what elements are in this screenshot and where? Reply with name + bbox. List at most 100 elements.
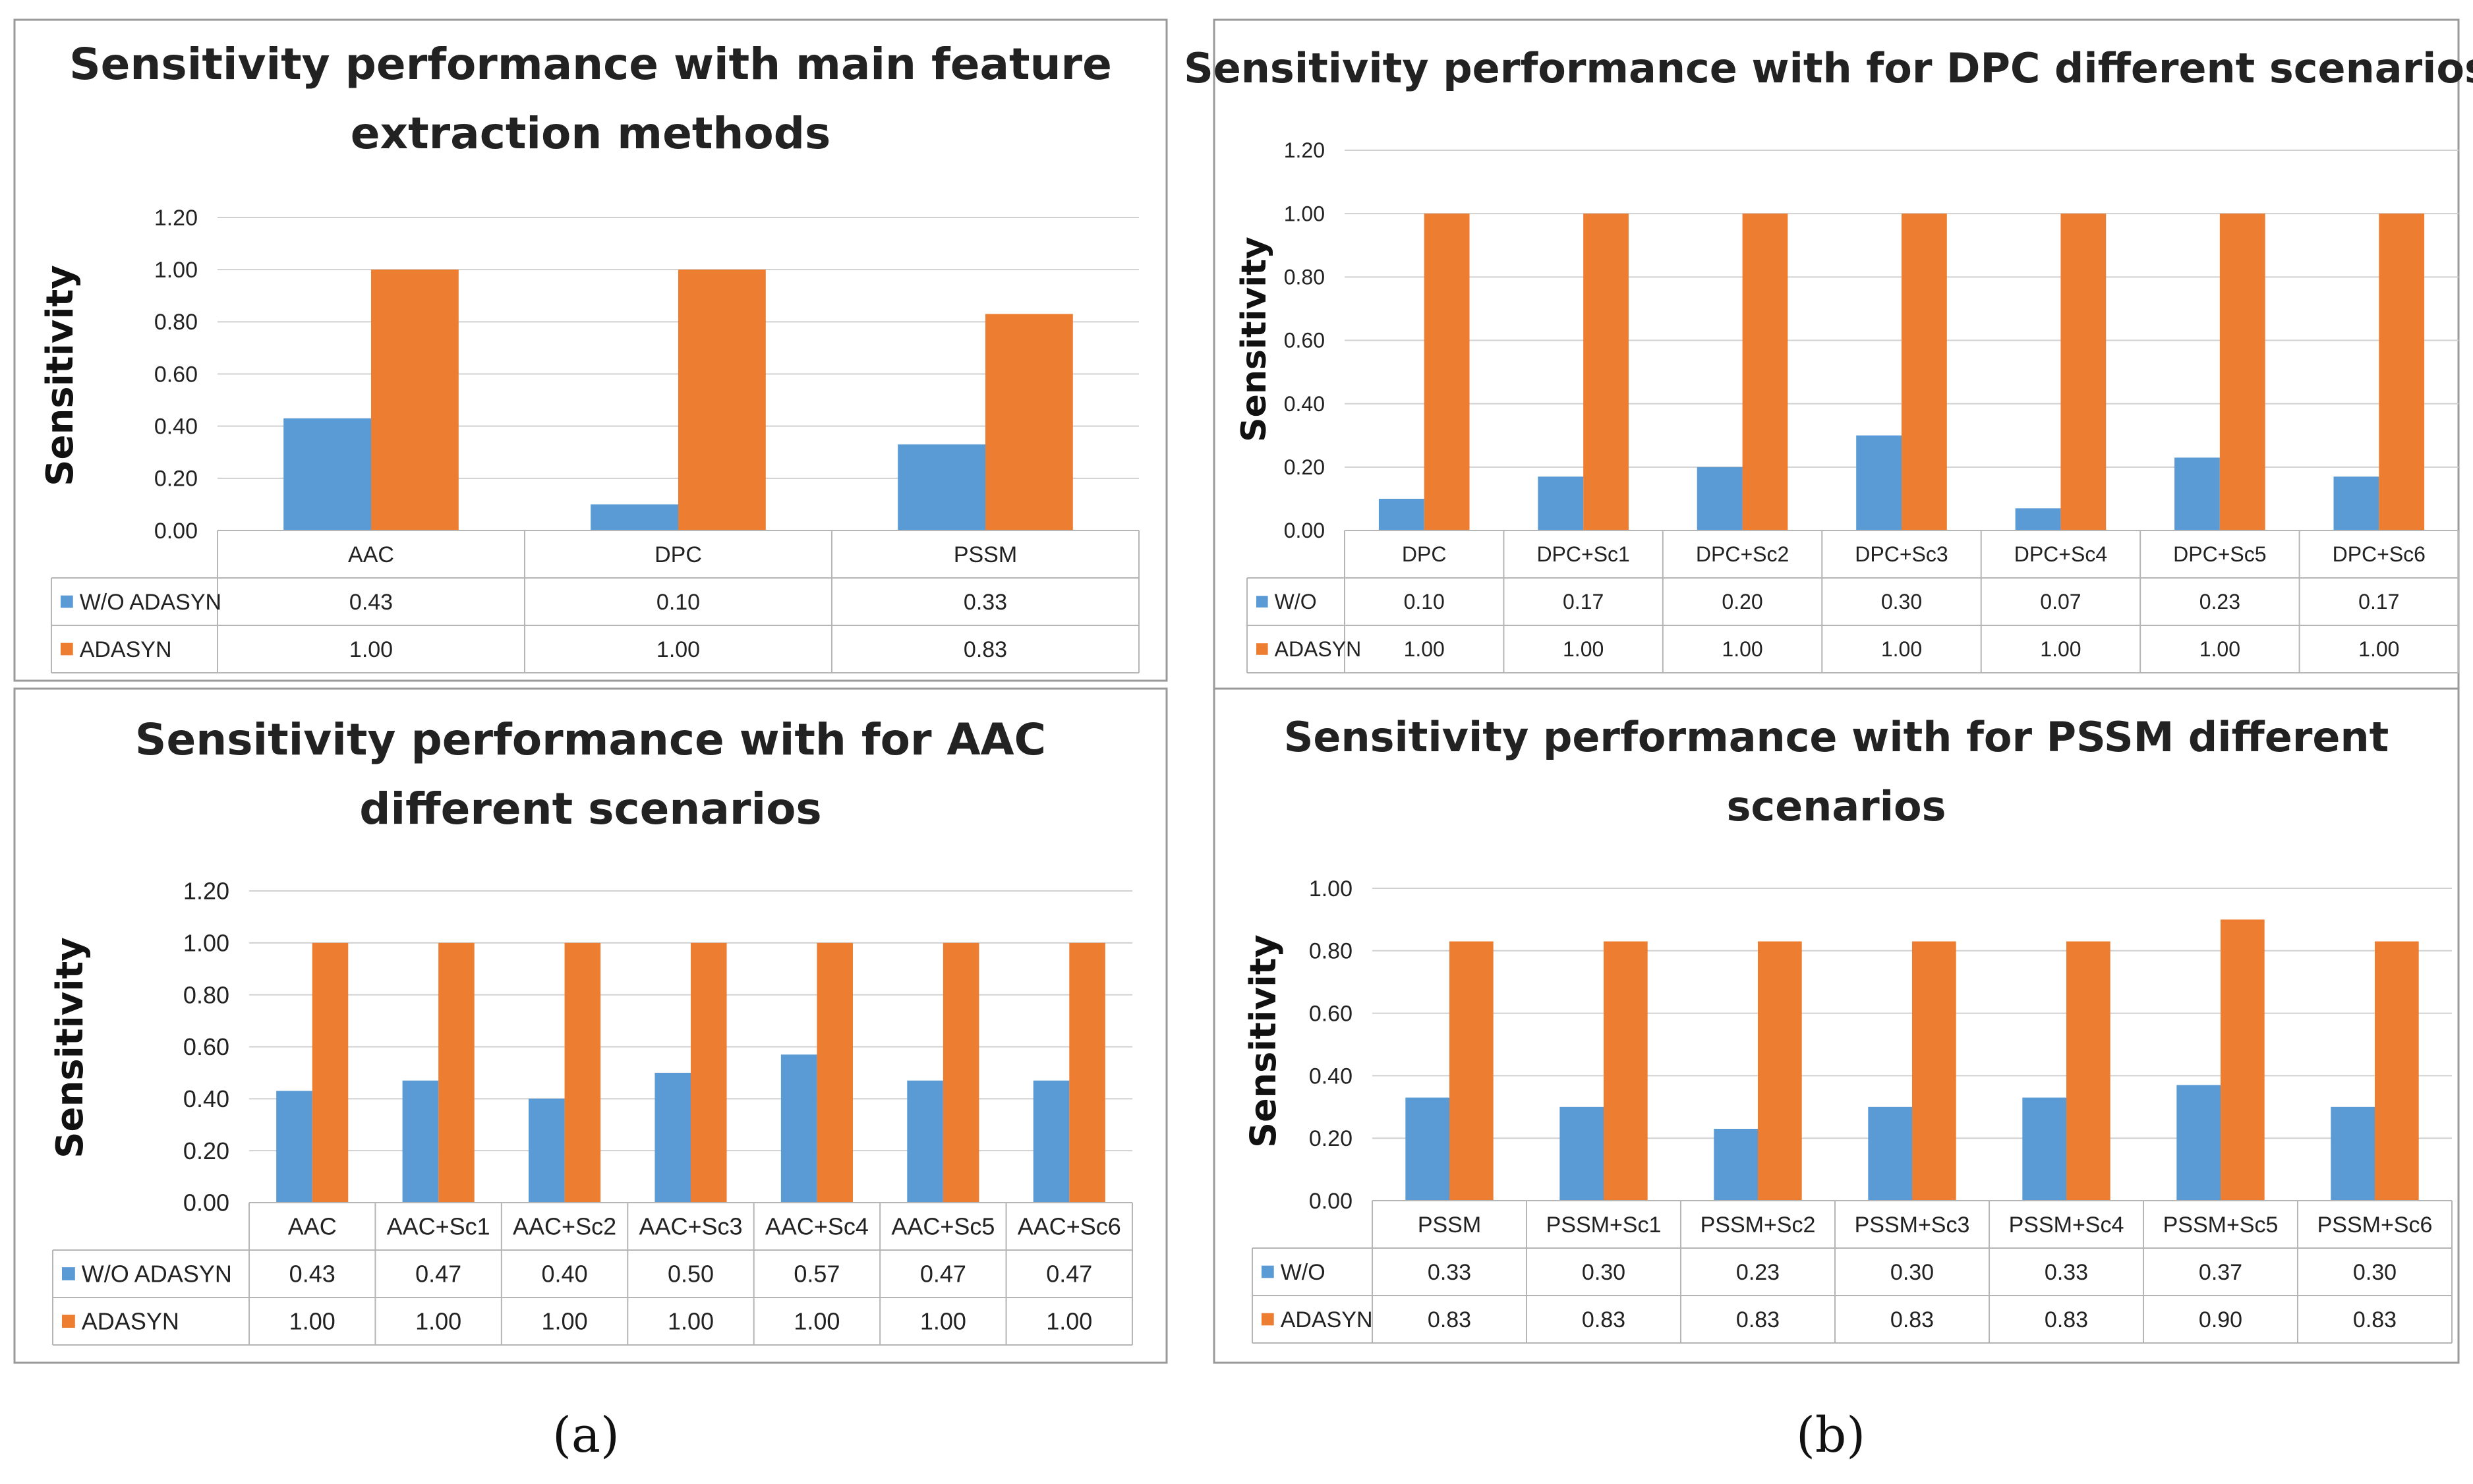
legend-label: W/O ADASYN [82,1261,232,1288]
data-label: 0.83 [2045,1307,2088,1332]
y-tick-label: 0.00 [1309,1189,1353,1214]
bar-adasyn [1742,214,1788,530]
y-axis-label: Sensitivity [1235,237,1274,442]
bar-without-adasyn [1538,476,1584,530]
chart-frame [13,18,1168,682]
bar-without-adasyn [276,1091,312,1203]
legend-key-adasyn [1262,1313,1274,1326]
bar-without-adasyn [1559,1106,1604,1201]
data-label: 0.47 [1046,1261,1092,1288]
data-label: 0.30 [1582,1260,1625,1285]
y-tick-label: 0.80 [183,981,229,1008]
y-tick-label: 1.20 [183,878,229,905]
bar-without-adasyn [2333,476,2379,530]
data-label: 0.50 [668,1261,714,1288]
legend-key-without-adasyn [61,595,73,608]
chart-top-right: Sensitivity performance with for DPC dif… [1184,18,2473,690]
category-label: AAC+Sc4 [765,1213,869,1240]
chart-frame [1213,18,2460,690]
y-tick-label: 1.00 [1309,876,1353,901]
data-label: 1.00 [1046,1308,1092,1335]
bar-adasyn [2379,214,2425,530]
chart-title: Sensitivity performance with for DPC dif… [1184,44,2473,92]
category-label: PSSM [954,542,1017,567]
bar-without-adasyn [1856,435,1902,530]
data-label: 0.07 [2040,590,2081,614]
data-label: 0.23 [2199,590,2240,614]
category-label: PSSM+Sc5 [2163,1213,2279,1238]
y-axis-label: Sensitivity [39,265,82,486]
y-tick-label: 1.00 [183,929,229,956]
y-axis-label: Sensitivity [1242,934,1284,1148]
bar-adasyn [985,314,1073,530]
bar-adasyn [1069,942,1105,1203]
category-label: DPC+Sc6 [2333,542,2426,566]
data-label: 0.90 [2199,1307,2242,1332]
category-label: DPC+Sc2 [1696,542,1789,566]
bar-without-adasyn [2174,457,2220,530]
data-label: 0.33 [1428,1260,1471,1285]
bar-without-adasyn [1868,1106,1912,1201]
bar-adasyn [564,942,601,1203]
bar-adasyn [2221,919,2265,1201]
data-label: 0.37 [2199,1260,2242,1285]
data-label: 0.33 [964,590,1007,615]
y-tick-label: 0.40 [1284,392,1325,416]
data-label: 1.00 [2199,637,2240,661]
bar-without-adasyn [283,418,371,530]
data-label: 1.00 [542,1308,588,1335]
y-tick-label: 1.20 [1284,138,1325,162]
y-axis-label: Sensitivity [49,937,92,1158]
bar-without-adasyn [402,1080,439,1203]
data-label: 1.00 [289,1308,335,1335]
bar-without-adasyn [907,1080,943,1203]
bar-adasyn [1758,941,1802,1201]
legend-key-without-adasyn [1256,596,1268,608]
bar-adasyn [1583,214,1629,530]
bar-adasyn [1449,941,1494,1201]
data-label: 1.00 [1881,637,1922,661]
bar-adasyn [1424,214,1470,530]
data-label: 1.00 [656,637,700,662]
data-label: 0.20 [1722,590,1762,614]
y-tick-label: 0.00 [1284,519,1325,542]
chart-bottom-left: Sensitivity performance with for AAC diff… [13,687,1168,1364]
category-label: DPC [655,542,702,567]
data-label: 0.83 [1428,1307,1471,1332]
bar-without-adasyn [780,1054,817,1203]
category-label: DPC+Sc4 [2014,542,2107,566]
data-label: 1.00 [415,1308,461,1335]
category-label: DPC+Sc3 [1855,542,1948,566]
y-tick-label: 0.80 [154,310,198,335]
data-label: 1.00 [794,1308,840,1335]
category-label: AAC [348,542,394,567]
bar-without-adasyn [2176,1085,2221,1201]
legend-label: ADASYN [80,637,172,662]
bar-without-adasyn [591,504,678,530]
y-tick-label: 0.60 [183,1033,229,1060]
bar-without-adasyn [1697,467,1743,530]
bar-without-adasyn [2022,1097,2066,1201]
y-tick-label: 0.60 [1309,1002,1353,1027]
bar-adasyn [817,942,853,1203]
y-tick-label: 0.20 [1309,1126,1353,1151]
y-tick-label: 0.00 [154,519,198,544]
y-tick-label: 0.40 [1309,1064,1353,1089]
category-label: PSSM [1418,1213,1481,1238]
data-label: 0.83 [1736,1307,1780,1332]
data-label: 0.30 [1890,1260,1934,1285]
panel-label-b: (b) [1796,1407,1866,1464]
bar-adasyn [1912,941,1956,1201]
bar-without-adasyn [898,444,985,530]
category-label: PSSM+Sc4 [2009,1213,2124,1238]
data-label: 0.47 [415,1261,461,1288]
data-label: 0.57 [794,1261,840,1288]
category-label: DPC [1402,542,1447,566]
chart-bottom-right: Sensitivity performance with for PSSM di… [1213,687,2460,1364]
bar-adasyn [1604,941,1648,1201]
legend-key-adasyn [62,1315,75,1328]
data-label: 0.10 [656,590,700,615]
bar-adasyn [2066,941,2110,1201]
data-label: 0.47 [920,1261,966,1288]
